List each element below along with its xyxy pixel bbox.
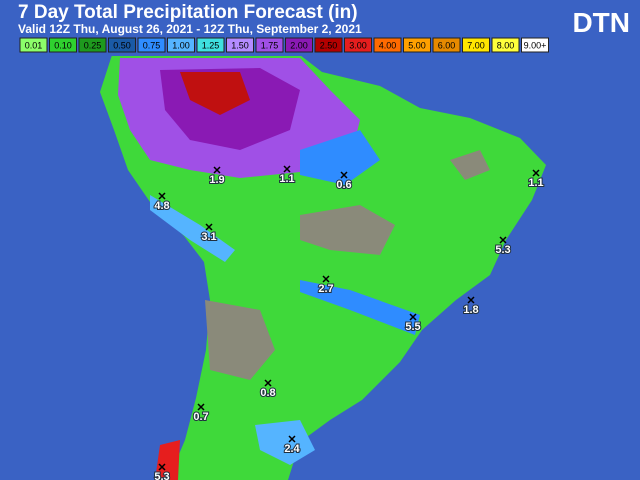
legend-label: 0.75 [143,41,161,51]
station-marker [322,275,330,283]
station-marker [264,379,272,387]
station-value: 0.7 [193,411,208,423]
legend-label: 3.00 [349,41,367,51]
legend-swatch [314,37,343,53]
legend-label: 7.00 [467,41,485,51]
legend-swatch [432,37,461,53]
legend-swatch [344,37,372,53]
station-value: 5.5 [405,321,420,333]
station-value: 4.8 [154,200,169,212]
station-value: 2.4 [284,443,300,455]
legend-label: 1.25 [202,41,220,51]
station-value: 3.1 [201,231,216,243]
station-marker [213,166,221,174]
legend-swatch [78,37,107,53]
station-value: 1.8 [463,304,478,316]
legend-swatch [49,37,77,53]
legend: 0.01 0.10 0.25 0.50 0.75 1.00 1.25 1.50 1.75 2.00… [19,37,549,53]
station-value: 5.3 [495,244,510,256]
legend-label: 0.10 [54,41,72,51]
station-marker [197,403,205,411]
dry-south [205,300,275,380]
legend-label: 1.00 [172,41,190,51]
station-value: 0.6 [336,179,351,191]
blue-fringe [300,130,380,185]
station-value: 2.7 [318,283,333,295]
legend-swatch [196,37,225,53]
subtitle: Valid 12Z Thu, August 26, 2021 - 12Z Thu… [18,22,362,36]
station-marker [340,171,348,179]
station-marker [467,296,475,304]
legend-label: 1.75 [261,41,279,51]
legend-label: 2.00 [290,41,308,51]
station-value: 0.8 [260,387,275,399]
station-value: 1.1 [528,177,543,189]
legend-swatch [285,37,313,53]
dry-central [300,205,395,255]
legend-swatch [491,37,520,53]
station-value: 1.1 [279,173,294,185]
legend-label: 4.00 [379,41,397,51]
legend-swatch [137,37,166,53]
legend-label: 8.00 [497,41,515,51]
legend-label: 2.50 [320,41,338,51]
legend-label: 5.00 [408,41,426,51]
legend-swatch [226,37,254,53]
legend-label: 1.50 [231,41,249,51]
station-marker [288,435,296,443]
legend-swatch [108,37,136,53]
legend-swatch [462,37,490,53]
south-wet [255,420,315,465]
legend-swatch [167,37,195,53]
station-marker [158,192,166,200]
legend-swatch [19,37,48,53]
station-marker [205,223,213,231]
legend-swatch [373,37,402,53]
legend-swatch [521,37,549,53]
legend-label: 6.00 [438,41,456,51]
station-marker [158,463,166,471]
station-value: 5.3 [154,471,169,480]
station-marker [532,169,540,177]
logo: DTN [572,7,630,38]
station-marker [283,165,291,173]
legend-swatch [255,37,284,53]
red-core [180,72,250,115]
legend-label: 0.01 [25,41,43,51]
legend-label: 0.25 [84,41,102,51]
station-marker [409,313,417,321]
chile-wet [155,440,180,480]
andes-band [150,195,235,262]
legend-label: 9.00+ [524,41,547,51]
coast-band [300,280,420,335]
title: 7 Day Total Precipitation Forecast (in) [18,2,358,23]
legend-swatch [403,37,431,53]
dry-northeast [450,150,490,180]
points: 1.9 1.1 0.6 1.1 4.8 3.1 5.3 2.7 5.5 1.8 0.8 0.7 2.4 5… [153,165,545,480]
station-marker [499,236,507,244]
legend-label: 0.50 [113,41,131,51]
station-value: 1.9 [209,174,224,186]
